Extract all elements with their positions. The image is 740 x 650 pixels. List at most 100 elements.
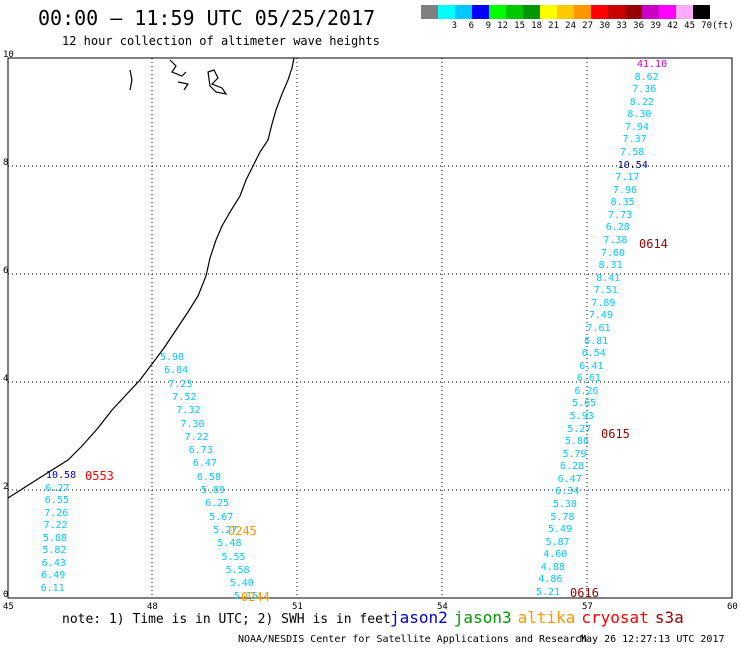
map-frame [7, 57, 733, 599]
footer-note: note: 1) Time is in UTC; 2) SWH is in fe… [62, 612, 391, 627]
swh-observation: 6.47 [557, 473, 582, 485]
swh-observation: 5.49 [548, 524, 573, 536]
swh-observation: 5.27 [567, 423, 592, 435]
legend-swatch-label: 9 [485, 21, 491, 31]
swh-observation: 8.22 [629, 96, 654, 108]
satellite-legend-item: cryosat [581, 608, 649, 627]
swh-observation: 7.51 [593, 285, 618, 297]
legend-swatch [642, 5, 659, 19]
swh-observation: 5.86 [564, 436, 589, 448]
legend-swatch [523, 5, 540, 19]
swh-observation: 5.55 [221, 551, 246, 563]
swh-observation: 5.67 [209, 511, 234, 523]
swh-observation: 7.58 [620, 147, 645, 158]
swh-observation: 6.34 [555, 486, 580, 498]
x-tick-label: 60 [727, 602, 738, 612]
y-tick-label: 8 [3, 158, 9, 168]
page-title: 00:00 – 11:59 UTC 05/25/2017 [38, 6, 376, 30]
swh-observation: 5.65 [572, 398, 597, 410]
swh-observation: 5.79 [562, 448, 587, 460]
legend-swatch [625, 5, 642, 19]
swh-observation: 7.32 [176, 405, 201, 417]
swh-observation: 7.26 [44, 507, 69, 519]
satellite-legend-item: jason3 [453, 608, 512, 627]
pass-time-label: 0616 [570, 586, 599, 600]
legend-swatch [659, 5, 676, 19]
x-tick-label: 57 [582, 602, 593, 612]
legend-swatch-label: 27 [582, 21, 593, 31]
swh-observation: 5.89 [201, 485, 226, 496]
swh-observation: 6.58 [196, 471, 221, 483]
swh-observation: 5.58 [225, 564, 250, 576]
legend-swatch-label: 39 [650, 21, 661, 31]
legend-swatch-label: 24 [565, 21, 576, 31]
satellite-legend: jason2 jason3 altika cryosat s3a [390, 608, 690, 627]
swh-observation: 6.25 [205, 498, 230, 510]
island [169, 59, 187, 77]
swh-observation: 6.84 [164, 365, 189, 377]
swh-observation: 5.15 [233, 591, 258, 603]
y-tick-label: 6 [3, 266, 9, 276]
swh-observation: 7.94 [624, 121, 650, 133]
color-scale-legend [421, 5, 710, 19]
swh-observation: 7.49 [588, 310, 613, 322]
legend-swatch-label: 30 [599, 21, 610, 31]
page-subtitle: 12 hour collection of altimeter wave hei… [62, 34, 380, 48]
swh-observation: 8.62 [634, 71, 659, 83]
credit-line: NOAA/NESDIS Center for Satellite Applica… [238, 634, 588, 645]
island [129, 69, 133, 91]
swh-observation: 7.17 [615, 172, 640, 184]
pass-time-label: 0244 [241, 590, 270, 604]
x-tick-label: 48 [147, 602, 158, 612]
y-tick-label: 2 [3, 482, 9, 492]
swh-observation: 5.87 [545, 536, 570, 548]
legend-swatch [472, 5, 489, 19]
swh-observation: 7.23 [168, 378, 193, 390]
swh-observation: 6.11 [40, 582, 65, 594]
swh-observation: 6.28 [605, 222, 630, 234]
legend-swatch-label: 12 [497, 21, 508, 31]
swh-observation: 7.89 [591, 297, 616, 309]
swh-observation: 41.10 [637, 59, 668, 70]
swh-observation: 7.61 [586, 323, 611, 334]
generation-timestamp: May 26 12:27:13 UTC 2017 [580, 634, 725, 645]
swh-observation: 8.30 [627, 109, 652, 121]
swh-observation: 7.96 [612, 184, 638, 196]
x-tick-label: 54 [437, 602, 448, 612]
legend-swatch [591, 5, 608, 19]
pass-time-label: 0553 [85, 469, 114, 483]
legend-swatch-label: 42 [667, 21, 678, 31]
swh-observation: 8.31 [598, 260, 623, 272]
legend-swatch [421, 5, 438, 19]
swh-observation: 5.78 [550, 511, 575, 523]
island [207, 69, 228, 95]
swh-observation: 7.60 [600, 247, 626, 259]
swh-observation: 6.54 [581, 348, 606, 360]
color-scale-unit: (ft) [712, 21, 734, 31]
swh-observation: 5.30 [552, 499, 577, 510]
pass-time-label: 0245 [228, 524, 257, 538]
x-tick-label: 45 [3, 602, 14, 612]
legend-swatch [455, 5, 472, 19]
legend-swatch-label: 15 [514, 21, 525, 31]
satellite-legend-item: altika [517, 608, 576, 627]
x-tick-label: 51 [292, 602, 303, 612]
legend-swatch [557, 5, 574, 19]
swh-observation: 7.22 [184, 431, 209, 443]
swh-observation: 7.52 [172, 391, 197, 403]
y-tick-label: 4 [3, 374, 9, 384]
pass-time-label: 0615 [601, 427, 630, 441]
swh-observation: 10.58 [46, 470, 77, 481]
swh-observation: 7.73 [608, 209, 633, 221]
swh-observation: 6.61 [576, 373, 601, 385]
legend-swatch-label: 45 [684, 21, 695, 31]
swh-observation: 6.26 [574, 385, 599, 397]
swh-observation: 6.73 [188, 445, 213, 457]
swh-observation: 5.98 [160, 352, 185, 363]
y-tick-label: 0 [3, 590, 9, 600]
swh-observation: 6.28 [560, 461, 585, 473]
swh-observation: 6.27 [45, 482, 70, 494]
swh-observation: 7.30 [180, 418, 205, 430]
legend-swatch-label: 70 [701, 21, 712, 31]
legend-swatch-label: 21 [548, 21, 559, 31]
